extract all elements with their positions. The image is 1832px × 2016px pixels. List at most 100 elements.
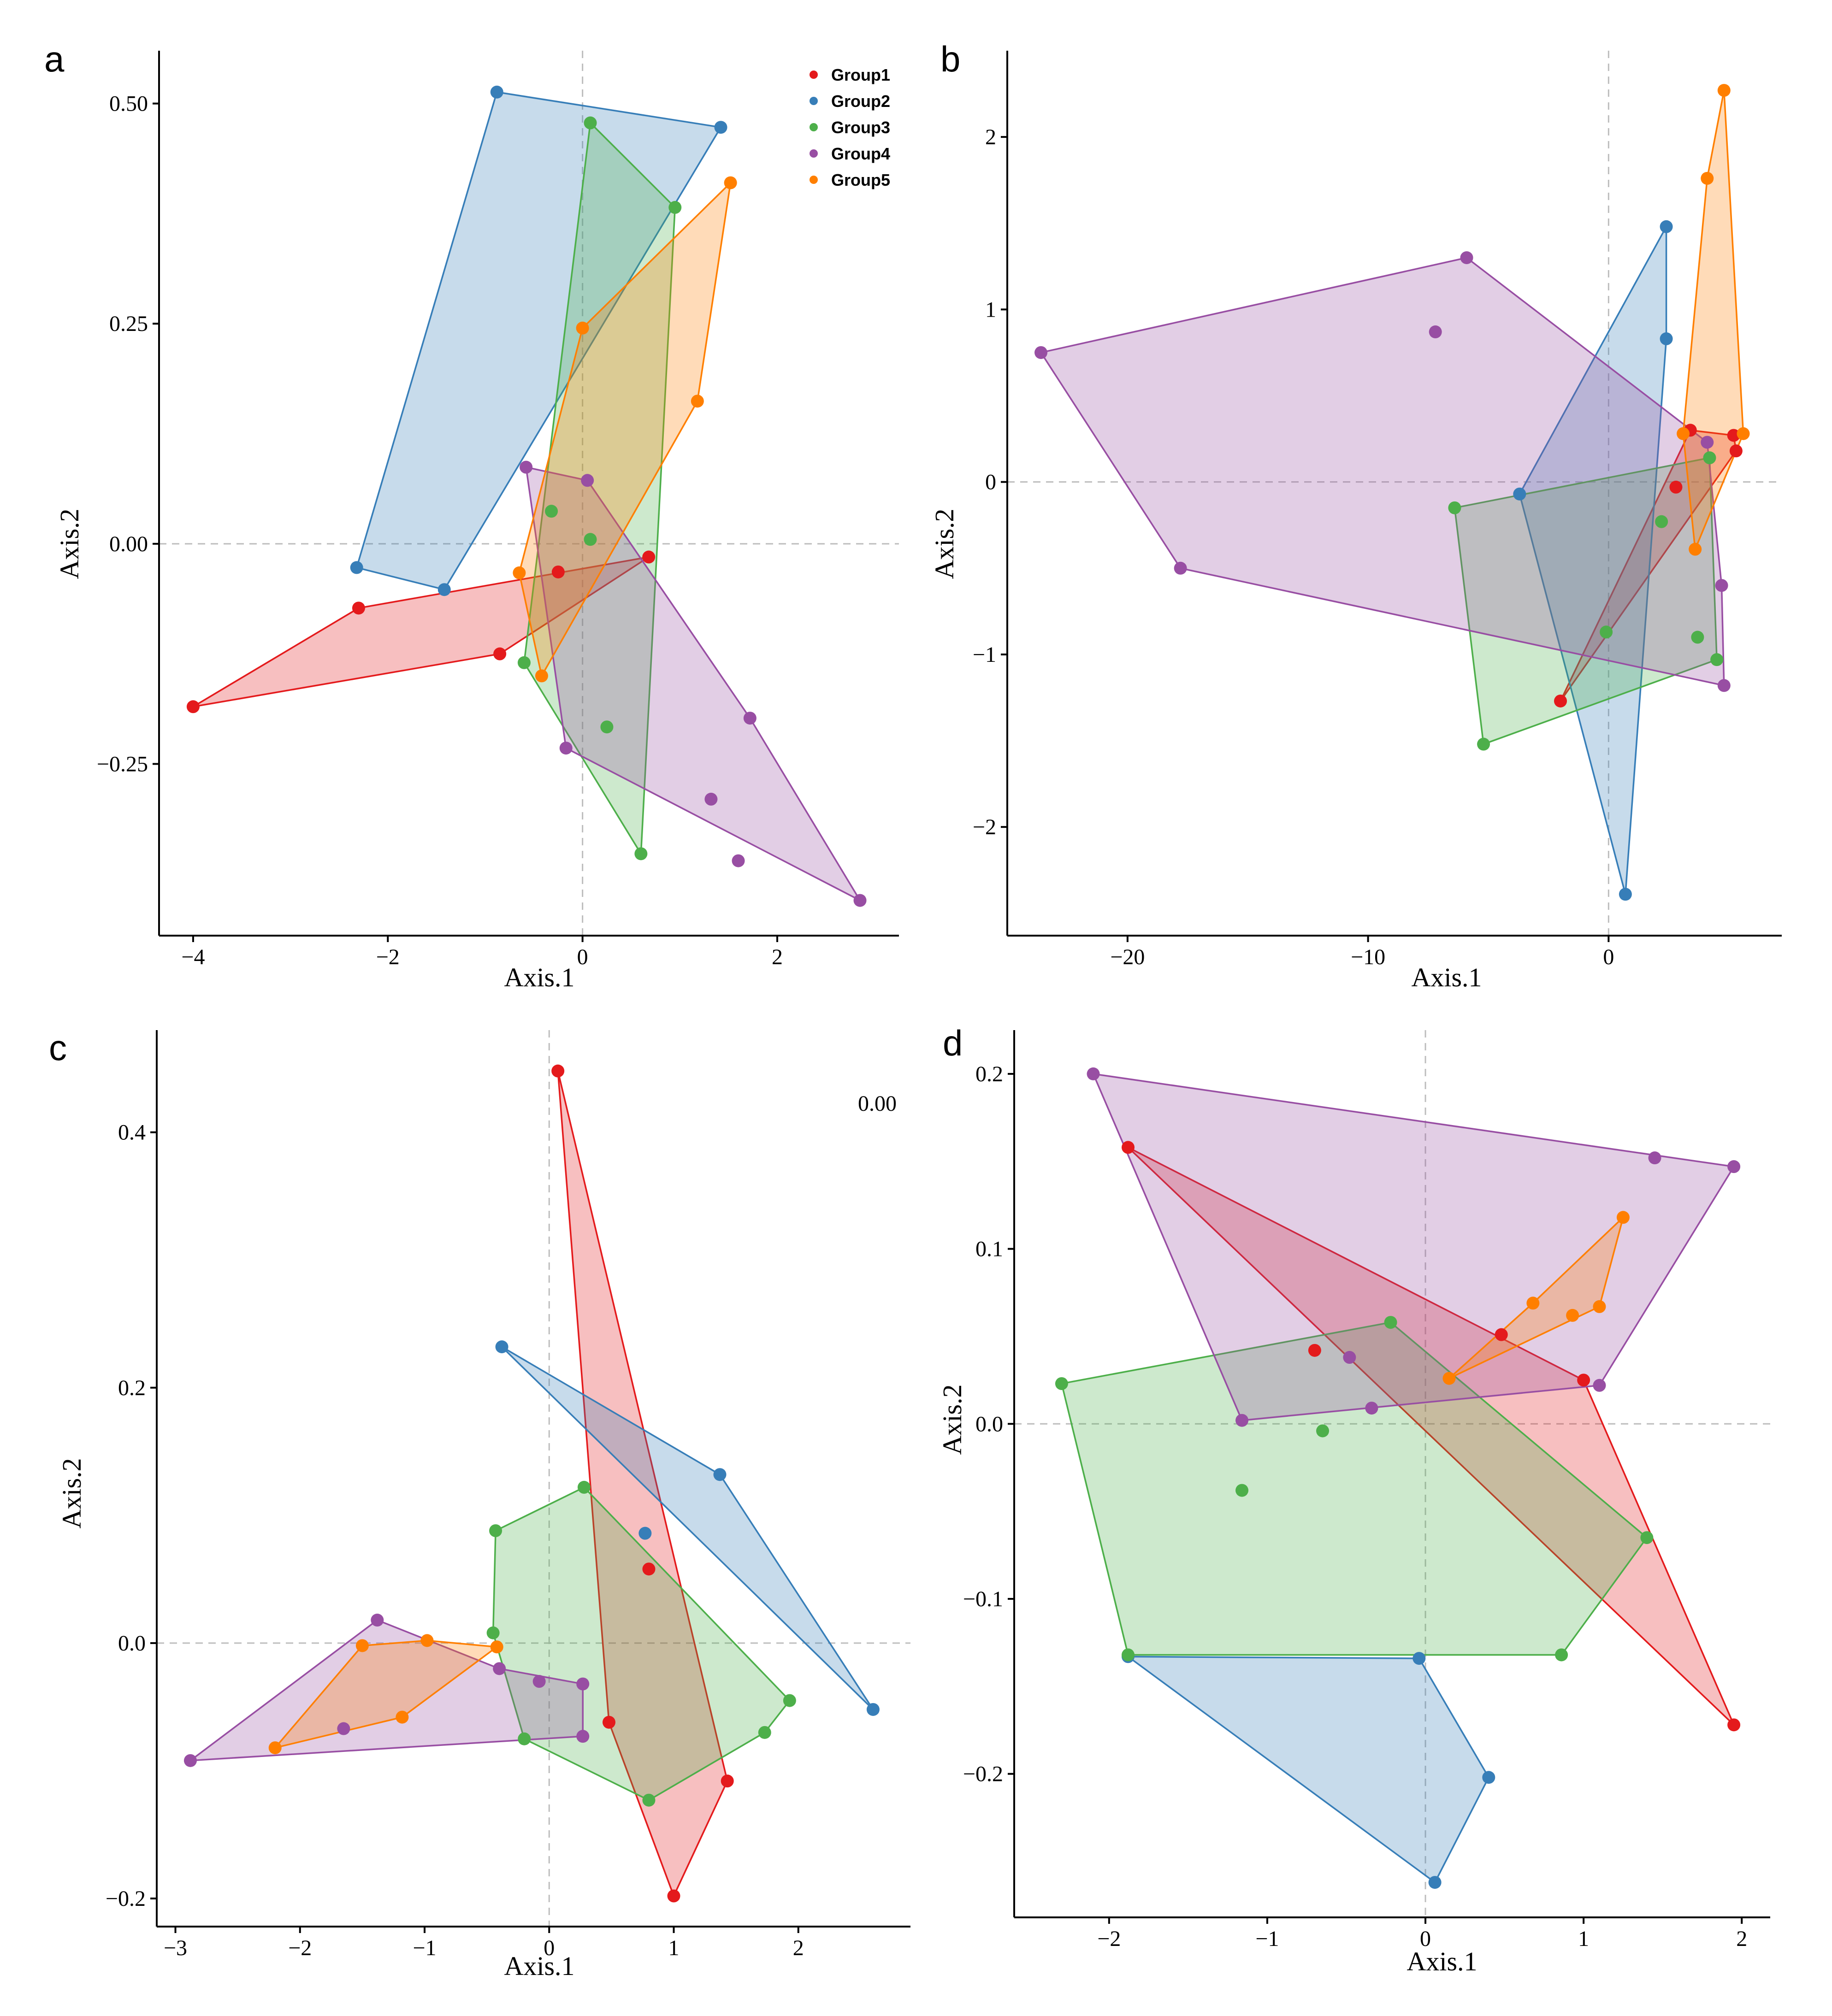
panel-letter: c	[49, 1027, 67, 1068]
x-tick-label: −1	[1255, 1927, 1279, 1951]
point-group1	[721, 1774, 734, 1788]
hull-group2	[501, 1346, 874, 1710]
point-group3	[783, 1694, 796, 1707]
panel-letter: b	[940, 39, 960, 79]
point-group4	[1343, 1351, 1356, 1364]
point-group5	[1677, 427, 1690, 440]
y-axis-title: Axis.2	[937, 1384, 967, 1455]
y-tick-label: 0.50	[109, 92, 148, 116]
plot-area: −4 −2 0 2 −0.25 0.00 0.25 0.50	[97, 51, 899, 969]
panel-letter: a	[44, 39, 65, 79]
point-group5	[396, 1710, 409, 1724]
point-group1	[1729, 444, 1743, 458]
y-axis-title: Axis.2	[57, 1458, 87, 1528]
y-axis-title: Axis.2	[54, 508, 84, 579]
point-group1	[1308, 1344, 1321, 1357]
point-group3	[1055, 1377, 1068, 1390]
point-group5	[268, 1741, 282, 1755]
point-group2	[866, 1703, 880, 1716]
point-group1	[1554, 694, 1567, 707]
point-group5	[355, 1639, 369, 1652]
point-group4	[732, 854, 745, 867]
point-group3	[486, 1626, 500, 1639]
x-axis-title: Axis.1	[1411, 962, 1482, 992]
legend-label: Group1	[831, 65, 890, 84]
point-group4	[704, 792, 718, 806]
point-group2	[1660, 332, 1673, 346]
x-tick-label: 2	[1736, 1927, 1747, 1951]
corner-annotation: 0.00	[858, 1091, 897, 1116]
point-group4	[1235, 1414, 1249, 1427]
point-group2	[1412, 1652, 1426, 1665]
point-group1	[1577, 1373, 1590, 1387]
point-group1	[642, 1562, 656, 1576]
panel-c: c −3 −2 −1 0 1 2 −0.2 0.0 0.2 0.4 0.00 Axis.1 Axi…	[49, 1027, 910, 1981]
point-group5	[1442, 1372, 1456, 1385]
x-axis-title: Axis.1	[1407, 1946, 1477, 1976]
point-group5	[420, 1634, 434, 1647]
point-group1	[186, 700, 200, 713]
point-group3	[1600, 625, 1613, 639]
point-group2	[490, 85, 503, 99]
x-tick-label: 0	[544, 1936, 555, 1960]
x-tick-label: −10	[1351, 945, 1385, 969]
point-group3	[634, 847, 648, 861]
point-group2	[1660, 220, 1673, 233]
x-tick-label: −1	[413, 1936, 436, 1960]
y-tick-label: −1	[973, 643, 996, 667]
legend-marker	[810, 71, 818, 79]
panel-d: d −2 −1 0 1 2 −0.2 −0.1 0.0 0.1 0.2 Axis.1 Axis.2	[937, 1023, 1770, 1976]
point-group1	[1495, 1328, 1508, 1341]
point-group3	[1555, 1648, 1568, 1662]
point-group5	[535, 669, 548, 683]
legend-label: Group3	[831, 118, 890, 137]
point-group1	[667, 1889, 680, 1903]
point-group4	[371, 1614, 384, 1627]
point-group5	[513, 566, 526, 579]
x-axis-title: Axis.1	[504, 962, 574, 992]
point-group5	[576, 321, 589, 335]
point-group2	[350, 561, 363, 574]
y-tick-label: 0.25	[109, 312, 148, 336]
point-group2	[713, 1468, 727, 1481]
x-tick-label: −2	[1097, 1927, 1121, 1951]
x-tick-label: 2	[772, 945, 783, 969]
legend-marker	[810, 123, 818, 131]
plot-area: −2 −1 0 1 2 −0.2 −0.1 0.0 0.1 0.2	[963, 1030, 1770, 1951]
point-group3	[1448, 501, 1461, 514]
panel-a: a −4 −2 0 2−0.250.000.250.50 Group1Group2Gr…	[44, 39, 899, 992]
point-group4	[493, 1662, 506, 1675]
point-group3	[1703, 451, 1716, 465]
point-group5	[1737, 427, 1750, 440]
point-group4	[1429, 325, 1442, 339]
point-group3	[1477, 737, 1490, 751]
point-group3	[517, 656, 531, 669]
y-tick-label: −0.25	[97, 752, 148, 776]
y-tick-label: 0.00	[109, 532, 148, 556]
point-group4	[1701, 436, 1714, 449]
x-tick-label: −2	[376, 945, 400, 969]
point-group1	[551, 1064, 565, 1078]
point-group5	[1526, 1297, 1540, 1310]
point-group1	[1727, 429, 1740, 442]
point-group1	[493, 647, 507, 660]
point-group5	[724, 176, 737, 189]
point-group3	[545, 505, 558, 518]
x-tick-label: −3	[164, 1936, 187, 1960]
point-group2	[1619, 888, 1632, 901]
point-group3	[668, 201, 682, 214]
point-group1	[551, 565, 565, 578]
point-group5	[1717, 84, 1731, 97]
x-tick-label: 0	[1420, 1927, 1431, 1951]
x-tick-label: 0	[577, 945, 588, 969]
point-group1	[1727, 1718, 1741, 1732]
legend-label: Group4	[831, 144, 890, 163]
point-group5	[691, 395, 704, 408]
point-group3	[489, 1524, 502, 1538]
y-tick-label: 0.0	[975, 1412, 1003, 1436]
point-group1	[603, 1715, 615, 1729]
point-group4	[532, 1675, 546, 1688]
point-group2	[1513, 487, 1526, 501]
